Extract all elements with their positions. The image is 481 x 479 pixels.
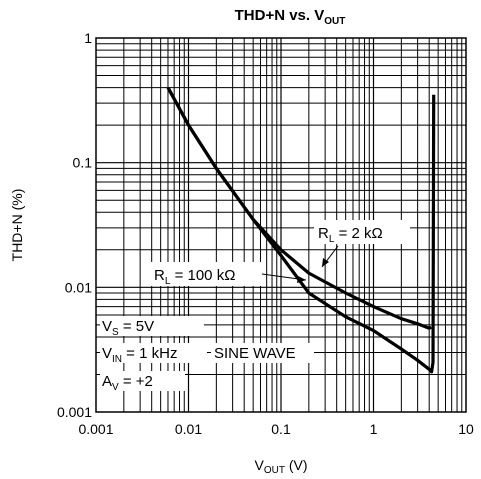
annotation-conditions: VS = 5V VIN = 1 kHz SINE WAVE AV = +2 — [100, 316, 314, 393]
series-group — [166, 86, 436, 374]
chart-title: THD+N vs. VOUT — [235, 7, 346, 27]
svg-text:RL = 2 kΩ: RL = 2 kΩ — [318, 225, 383, 245]
y-tick-labels: 0.001 0.01 0.1 1 — [57, 30, 92, 420]
svg-text:RL = 100 kΩ: RL = 100 kΩ — [154, 267, 235, 287]
svg-text:SINE WAVE: SINE WAVE — [214, 345, 296, 362]
y-tick-label: 0.01 — [65, 279, 92, 295]
x-axis-label: VOUT (V) — [254, 457, 307, 476]
arrowhead-rl-100k — [297, 276, 306, 283]
arrowhead-rl-2k — [322, 258, 329, 267]
svg-text:AV = +2: AV = +2 — [102, 373, 153, 393]
y-tick-label: 0.1 — [73, 155, 93, 171]
svg-text:VS = 5V: VS = 5V — [102, 318, 154, 338]
x-tick-label: 0.1 — [271, 421, 291, 437]
plot-frame — [95, 37, 467, 413]
y-axis-label: THD+N (%) — [9, 189, 25, 262]
x-tick-label: 1 — [370, 421, 378, 437]
annotation-rl-2k: RL = 2 kΩ — [314, 220, 410, 268]
y-tick-label: 1 — [84, 30, 92, 46]
series-line-rl-2k — [166, 86, 432, 330]
x-tick-labels: 0.001 0.01 0.1 1 10 — [78, 421, 474, 437]
svg-text:VIN = 1 kHz: VIN = 1 kHz — [102, 345, 177, 365]
x-tick-label: 0.01 — [175, 421, 202, 437]
annotation-rl-100k: RL = 100 kΩ — [150, 262, 307, 287]
x-tick-label: 10 — [458, 421, 474, 437]
x-tick-label: 0.001 — [78, 421, 113, 437]
y-tick-label: 0.001 — [57, 404, 92, 420]
